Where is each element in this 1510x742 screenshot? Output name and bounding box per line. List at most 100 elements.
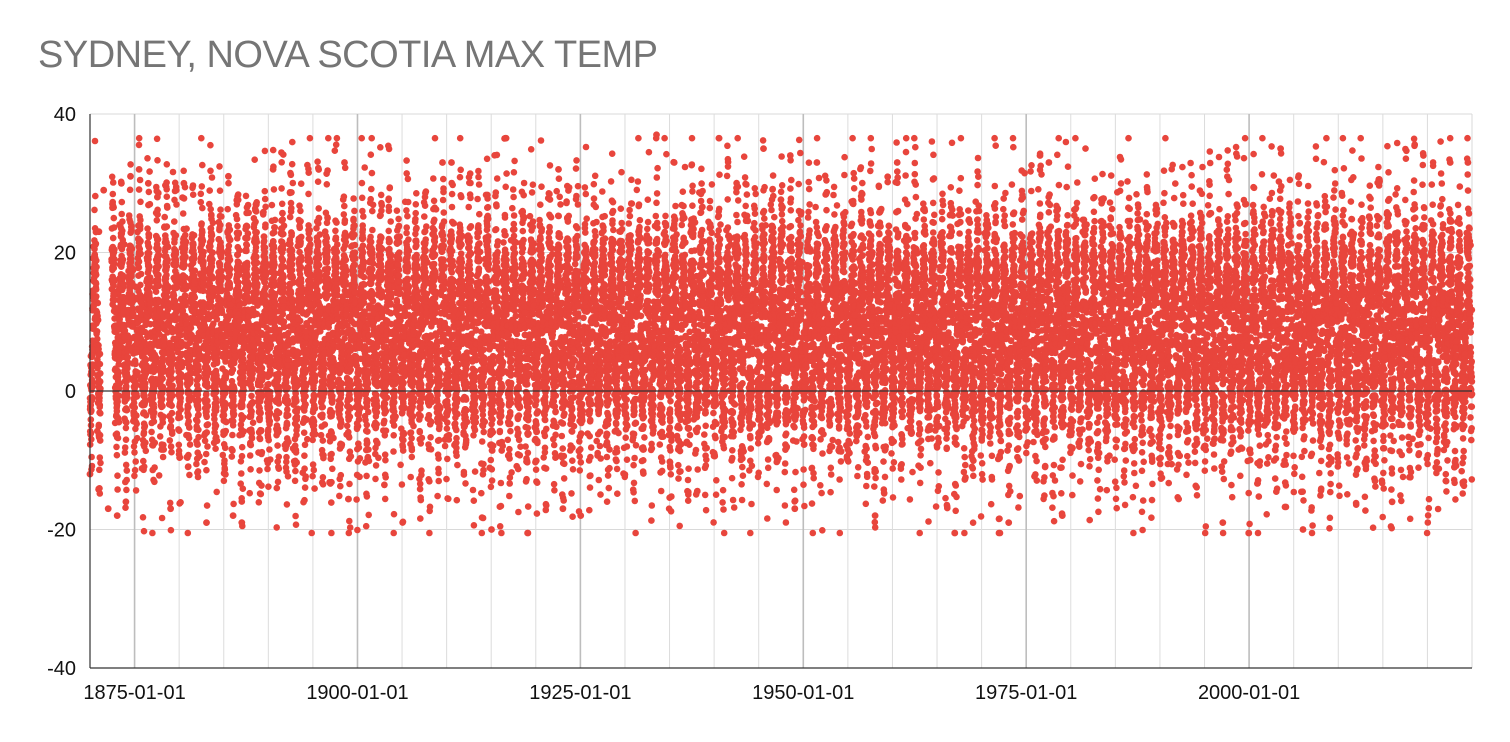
data-point <box>778 153 785 160</box>
data-point <box>319 437 327 444</box>
data-point <box>800 433 808 440</box>
data-point <box>328 478 335 486</box>
data-point <box>701 491 709 499</box>
data-point <box>558 432 566 440</box>
data-point <box>678 221 686 229</box>
data-point <box>808 500 816 507</box>
data-point <box>362 522 370 530</box>
data-point <box>787 185 794 192</box>
data-point <box>546 162 554 169</box>
data-point <box>581 184 589 191</box>
data-point <box>534 439 541 447</box>
data-point <box>761 183 768 191</box>
data-point <box>765 435 773 442</box>
data-point <box>324 167 331 174</box>
data-point <box>701 431 708 438</box>
data-point <box>631 454 638 462</box>
data-point <box>823 177 830 184</box>
data-point <box>309 436 317 444</box>
data-point <box>229 447 236 454</box>
data-point <box>261 195 269 203</box>
data-point <box>728 474 736 482</box>
data-point <box>269 146 277 154</box>
data-point <box>270 186 278 193</box>
data-point <box>724 142 731 150</box>
data-point <box>257 490 265 498</box>
data-point <box>708 181 716 188</box>
data-point <box>805 185 813 193</box>
data-point <box>166 437 174 444</box>
data-point <box>478 489 485 497</box>
data-point <box>123 476 130 484</box>
data-point <box>509 204 516 212</box>
data-point <box>431 134 439 142</box>
data-point <box>179 210 187 217</box>
data-point <box>768 206 775 214</box>
data-point <box>533 510 541 517</box>
data-point <box>504 436 512 444</box>
data-point <box>435 469 442 477</box>
data-point <box>314 178 322 185</box>
data-point <box>607 178 615 185</box>
data-point <box>412 209 420 217</box>
data-point <box>523 475 530 483</box>
data-point <box>553 187 560 195</box>
data-point <box>92 192 99 200</box>
data-point <box>114 434 122 442</box>
data-point <box>216 187 224 194</box>
data-point <box>145 188 153 196</box>
data-point <box>667 464 674 471</box>
data-point <box>801 502 808 510</box>
data-point <box>293 459 301 466</box>
data-point <box>702 422 709 430</box>
data-point <box>167 526 175 534</box>
data-point <box>427 446 435 453</box>
data-point <box>365 457 373 465</box>
data-point <box>543 425 550 433</box>
data-point <box>608 150 616 157</box>
data-point <box>356 455 364 462</box>
data-point <box>560 497 567 504</box>
data-point <box>374 440 381 448</box>
data-point <box>658 467 666 475</box>
data-point <box>684 476 692 484</box>
data-point <box>559 445 566 452</box>
data-point <box>524 529 532 537</box>
data-point <box>506 480 513 487</box>
data-point <box>141 339 148 346</box>
data-point <box>628 176 635 184</box>
data-point <box>382 474 390 481</box>
data-point <box>253 199 260 206</box>
data-point <box>441 442 449 450</box>
data-point <box>345 529 353 537</box>
data-point <box>309 472 316 480</box>
data-point <box>244 201 252 209</box>
data-point <box>805 208 812 216</box>
data-point <box>595 476 603 484</box>
data-point <box>173 186 180 194</box>
data-point <box>355 444 363 451</box>
data-point <box>289 179 297 187</box>
data-point <box>404 175 412 183</box>
data-point <box>804 214 812 221</box>
data-point <box>91 137 99 145</box>
data-point <box>262 223 269 231</box>
data-point <box>743 191 751 198</box>
data-point <box>163 179 170 186</box>
data-point <box>635 201 643 208</box>
data-point <box>333 134 341 142</box>
data-point <box>135 134 143 142</box>
data-point <box>628 200 636 207</box>
data-point <box>550 480 558 488</box>
data-point <box>613 465 621 473</box>
data-point <box>453 426 460 434</box>
data-point <box>471 426 479 434</box>
data-point <box>430 197 438 205</box>
data-point <box>155 472 163 479</box>
data-point <box>225 179 232 187</box>
data-point <box>748 462 756 470</box>
data-point <box>533 457 540 465</box>
data-point <box>123 467 131 474</box>
data-point <box>716 171 723 178</box>
data-point <box>122 504 129 512</box>
